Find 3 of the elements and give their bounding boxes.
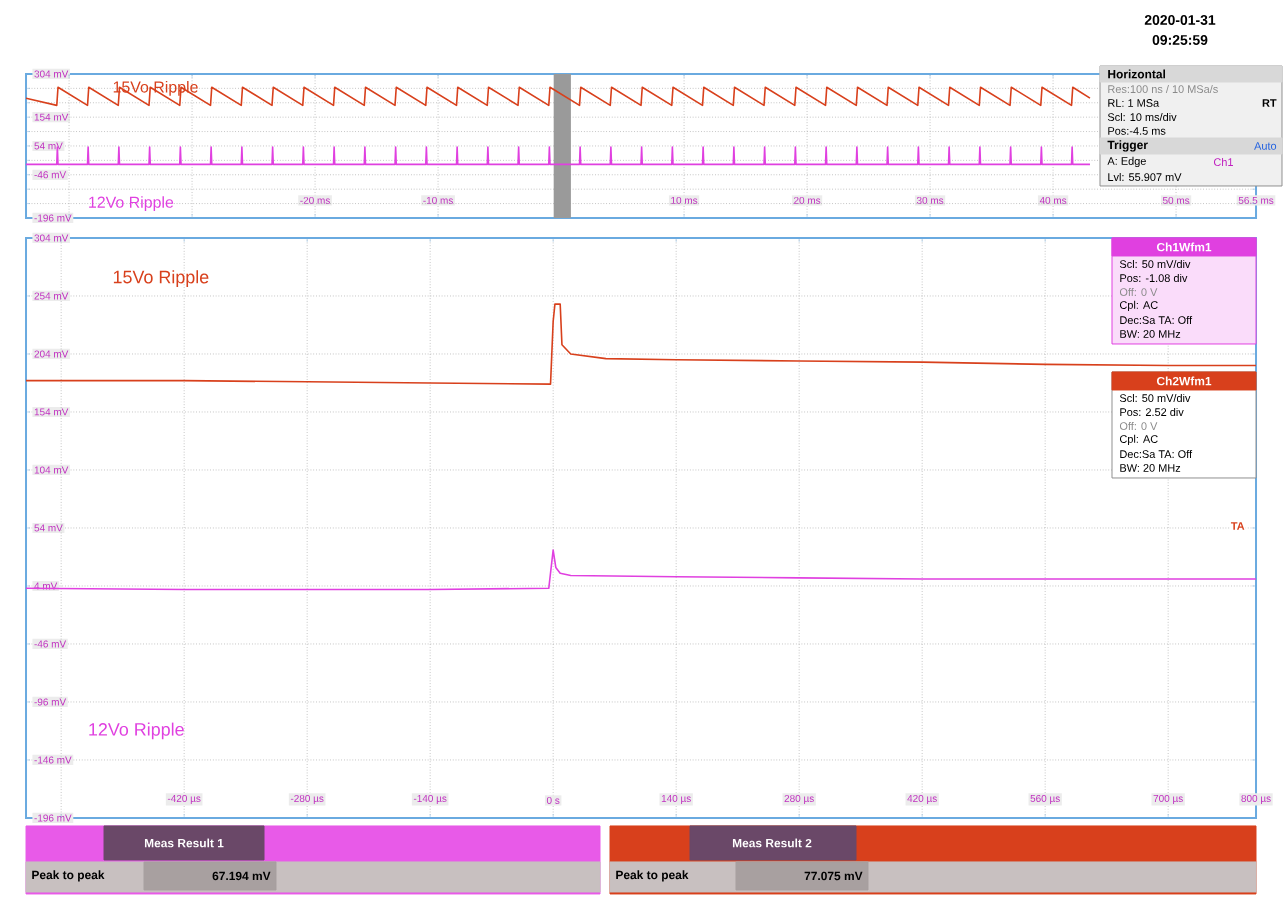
text: 15Vo Ripple bbox=[113, 270, 209, 287]
line-series bbox=[26, 303, 1257, 385]
text: 12Vo Ripple bbox=[89, 722, 184, 740]
